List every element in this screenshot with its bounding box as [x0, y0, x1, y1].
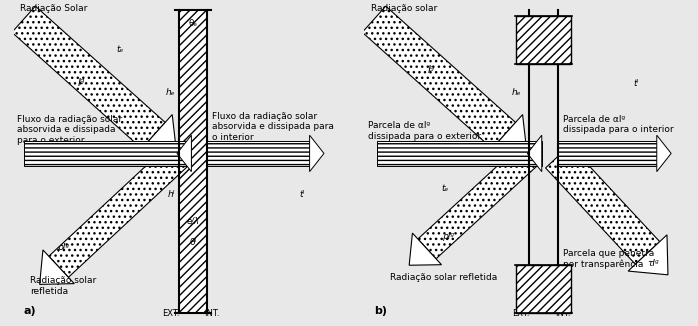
Bar [517, 16, 570, 64]
Text: Fluxo da radiação solar
absorvida e dissipada
para o exterior: Fluxo da radiação solar absorvida e diss… [17, 115, 122, 145]
Text: tₑ: tₑ [441, 184, 448, 193]
Polygon shape [485, 114, 528, 156]
Polygon shape [12, 6, 165, 149]
Polygon shape [135, 114, 177, 156]
Bar [558, 141, 657, 166]
Text: Fluxo da radiação solar
absorvida e dissipada para
o interior: Fluxo da radiação solar absorvida e diss… [212, 112, 334, 142]
Text: θᴵ: θᴵ [189, 238, 197, 247]
Text: tᴵ: tᴵ [634, 79, 639, 88]
Text: Parcela de αIᵍ
dissipada para o interior: Parcela de αIᵍ dissipada para o interior [563, 115, 673, 135]
Text: Iᵍ: Iᵍ [77, 78, 84, 88]
Text: hᴵ: hᴵ [168, 190, 175, 200]
Polygon shape [546, 145, 660, 264]
Polygon shape [528, 135, 542, 171]
Text: b): b) [374, 306, 387, 316]
Text: Parcela de αIᵍ
dissipada para o exterior: Parcela de αIᵍ dissipada para o exterior [368, 122, 481, 141]
Polygon shape [418, 147, 537, 259]
Text: Iᵍ: Iᵍ [428, 65, 435, 75]
Polygon shape [628, 235, 668, 275]
Polygon shape [362, 6, 516, 149]
Bar [24, 141, 191, 166]
Text: INT.: INT. [205, 309, 220, 318]
Text: tᴵ: tᴵ [299, 190, 304, 200]
Polygon shape [310, 135, 324, 171]
Polygon shape [40, 250, 74, 284]
Text: Radiação Solar: Radiação Solar [20, 4, 88, 13]
Text: ρIᵍ: ρIᵍ [443, 232, 455, 241]
Polygon shape [177, 135, 191, 171]
Text: EXT.: EXT. [512, 309, 530, 318]
Bar [207, 141, 310, 166]
Polygon shape [49, 146, 187, 277]
Text: θₑ: θₑ [188, 19, 198, 28]
Bar [179, 10, 207, 313]
Text: EXT.: EXT. [162, 309, 179, 318]
Text: τIᵍ: τIᵍ [647, 259, 658, 268]
Text: Radiação solar
refletida: Radiação solar refletida [30, 276, 96, 296]
Text: a): a) [24, 306, 36, 316]
Text: tₑ: tₑ [117, 45, 124, 54]
Text: ρIᵍ: ρIᵍ [58, 243, 70, 252]
Polygon shape [657, 135, 671, 171]
Text: Radiação solar: Radiação solar [371, 4, 437, 13]
Text: hₑ: hₑ [166, 88, 175, 97]
Text: Radiação solar refletida: Radiação solar refletida [390, 273, 497, 282]
Text: hₑ: hₑ [512, 88, 521, 97]
Text: Parcela que penetra
por transparência: Parcela que penetra por transparência [563, 249, 654, 269]
Text: INT.: INT. [555, 309, 570, 318]
Bar [517, 265, 570, 313]
Bar [377, 141, 542, 166]
Text: e/λ: e/λ [186, 216, 200, 225]
Polygon shape [409, 233, 441, 265]
